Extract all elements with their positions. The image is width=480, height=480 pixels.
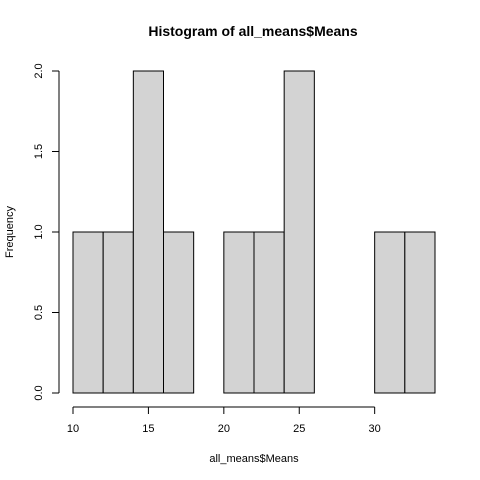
histogram-bar xyxy=(404,231,436,394)
histogram-bar xyxy=(253,231,285,394)
x-tick-label: 25 xyxy=(293,423,305,435)
x-tick-label: 15 xyxy=(142,423,154,435)
y-tick-label: 1.5 xyxy=(33,144,45,159)
histogram-bar xyxy=(132,70,164,394)
bars-group xyxy=(72,70,436,394)
chart-title: Histogram of all_means$Means xyxy=(148,23,358,39)
y-tick-label: 1.0 xyxy=(33,224,45,239)
y-axis: 0.0 0.5 1.0 1.5 2.0 xyxy=(33,63,60,401)
histogram-bar xyxy=(163,231,195,394)
histogram-bar xyxy=(102,231,134,394)
y-tick-label: 2.0 xyxy=(33,63,45,78)
histogram-bar xyxy=(283,70,315,394)
x-axis-label: all_means$Means xyxy=(209,453,299,465)
x-tick-label: 30 xyxy=(369,423,381,435)
y-tick-label: 0.5 xyxy=(33,305,45,320)
x-tick-label: 20 xyxy=(218,423,230,435)
y-tick-label: 0.0 xyxy=(33,385,45,400)
y-axis-label: Frequency xyxy=(4,206,16,258)
histogram-bar xyxy=(374,231,406,394)
histogram-bar xyxy=(72,231,104,394)
x-axis: 10 15 20 25 30 xyxy=(67,406,381,435)
histogram-bar xyxy=(223,231,255,394)
x-tick-label: 10 xyxy=(67,423,79,435)
